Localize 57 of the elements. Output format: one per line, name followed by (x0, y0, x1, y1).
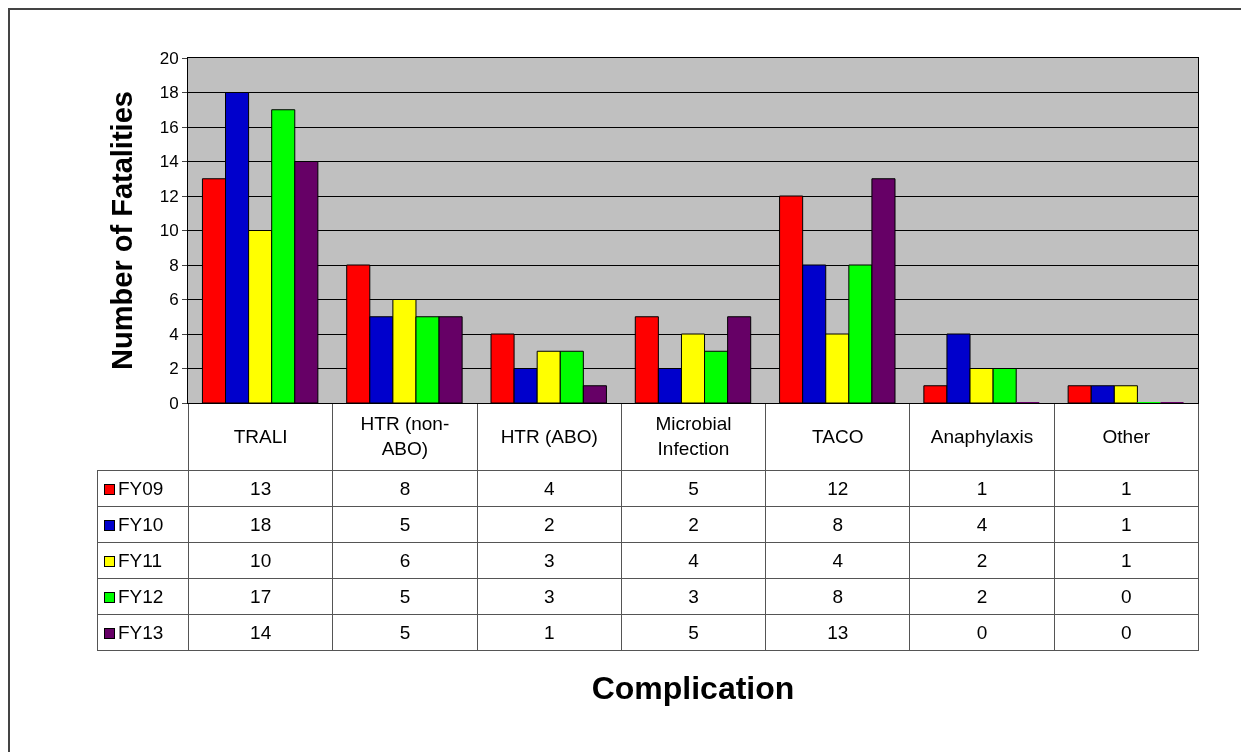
data-label: 4 (765, 542, 910, 579)
data-label: 4 (909, 506, 1055, 543)
x-tick-label: HTR (ABO) (477, 403, 622, 471)
data-label: 1 (1054, 506, 1199, 543)
data-label: 5 (332, 614, 478, 651)
y-tick-label: 4 (169, 324, 179, 344)
data-label: 17 (188, 578, 333, 615)
data-label: 2 (909, 542, 1055, 579)
x-tick-label: Other (1054, 403, 1199, 471)
legend-label: FY09 (97, 470, 189, 507)
y-tick-label: 2 (169, 359, 179, 379)
legend-label: FY12 (97, 578, 189, 615)
data-label: 0 (909, 614, 1055, 651)
x-tick-label: TACO (765, 403, 910, 471)
data-label: 8 (765, 506, 910, 543)
data-label: 1 (1054, 542, 1199, 579)
data-label: 3 (621, 578, 766, 615)
y-tick-label: 16 (159, 117, 179, 137)
x-tick-label: TRALI (188, 403, 333, 471)
data-label: 8 (332, 470, 478, 507)
x-tick-label: Microbial Infection (621, 403, 766, 471)
y-tick-label: 10 (159, 221, 179, 241)
data-label: 8 (765, 578, 910, 615)
data-label: 4 (621, 542, 766, 579)
data-label: 1 (1054, 470, 1199, 507)
data-label: 12 (765, 470, 910, 507)
y-tick-label: 12 (159, 186, 179, 206)
y-axis-title: Number of Fatalities (106, 91, 139, 370)
data-label: 2 (621, 506, 766, 543)
data-label: 13 (765, 614, 910, 651)
x-tick-label: Anaphylaxis (909, 403, 1055, 471)
data-label: 1 (477, 614, 622, 651)
text: Complication (590, 670, 796, 707)
y-tick-label: 0 (169, 393, 179, 413)
legend-label: FY13 (97, 614, 189, 651)
y-tick-label: 6 (169, 290, 179, 310)
y-tick-label: 18 (159, 83, 179, 103)
data-label: 0 (1054, 578, 1199, 615)
data-label: 5 (621, 614, 766, 651)
data-label: 5 (621, 470, 766, 507)
data-label: 13 (188, 470, 333, 507)
legend-label: FY11 (97, 542, 189, 579)
x-tick-label: HTR (non-ABO) (332, 403, 478, 471)
data-label: 2 (909, 578, 1055, 615)
data-label: 5 (332, 578, 478, 615)
data-label: 4 (477, 470, 622, 507)
y-tick-label: 14 (159, 152, 179, 172)
y-tick-label: 8 (169, 255, 179, 275)
data-label: 3 (477, 578, 622, 615)
y-tick-label: 20 (159, 48, 179, 68)
legend-label: FY10 (97, 506, 189, 543)
data-label: 5 (332, 506, 478, 543)
data-label: 2 (477, 506, 622, 543)
data-label: 1 (909, 470, 1055, 507)
data-label: 3 (477, 542, 622, 579)
data-label: 0 (1054, 614, 1199, 651)
data-label: 6 (332, 542, 478, 579)
